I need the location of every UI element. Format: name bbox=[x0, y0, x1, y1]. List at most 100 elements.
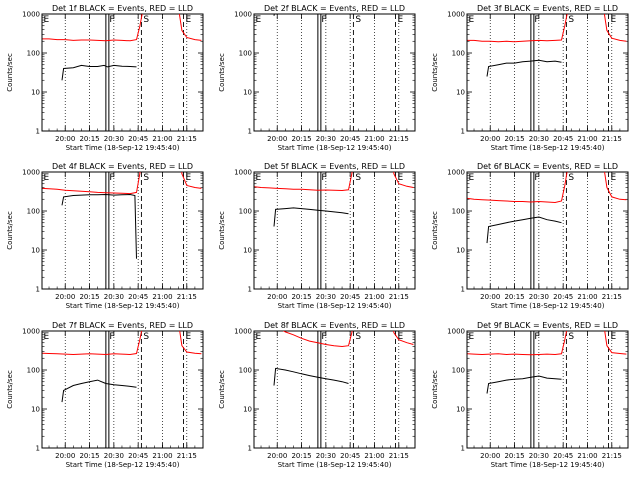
event-marker-label: S bbox=[143, 332, 149, 342]
x-tick-label: 21:00 bbox=[577, 293, 597, 301]
y-axis-label: Counts/sec bbox=[431, 211, 439, 250]
event-marker-label: E bbox=[611, 15, 617, 25]
y-tick-label: 10 bbox=[456, 89, 465, 97]
x-tick-label: 20:00 bbox=[267, 135, 287, 143]
event-marker-label: S bbox=[355, 15, 361, 25]
x-tick-label: 21:00 bbox=[152, 135, 172, 143]
plot-frame bbox=[253, 13, 416, 132]
event-marker-label: F bbox=[109, 332, 114, 342]
y-tick-label: 10 bbox=[456, 406, 465, 414]
y-tick-label: 100 bbox=[239, 208, 252, 216]
x-tick-label: 20:15 bbox=[79, 293, 99, 301]
x-tick-label: 20:45 bbox=[340, 452, 360, 460]
x-axis-label: Start Time (18-Sep-12 19:45:40) bbox=[491, 144, 605, 152]
y-tick-label: 10 bbox=[31, 406, 40, 414]
plot-frame bbox=[253, 330, 416, 449]
y-tick-label: 10 bbox=[31, 89, 40, 97]
series-line bbox=[42, 172, 202, 195]
series-line bbox=[467, 14, 627, 43]
y-axis-label: Counts/sec bbox=[6, 53, 14, 92]
y-axis-label: Counts/sec bbox=[218, 53, 226, 92]
event-marker-label: S bbox=[568, 332, 574, 342]
x-tick-label: 20:00 bbox=[55, 135, 75, 143]
event-marker-label: S bbox=[143, 173, 149, 183]
y-tick-label: 1000 bbox=[22, 11, 40, 19]
x-tick-label: 21:00 bbox=[152, 452, 172, 460]
series-line bbox=[467, 331, 627, 356]
event-marker-label: S bbox=[355, 173, 361, 183]
detector-panel: Det 1f BLACK = Events, RED = LLD 1 10 100 10… bbox=[6, 4, 204, 152]
detector-panel: Det 2f BLACK = Events, RED = LLD 1 10 100 10… bbox=[218, 4, 416, 152]
event-marker-label: E bbox=[44, 332, 50, 342]
event-marker-label: E bbox=[398, 15, 404, 25]
x-tick-label: 21:00 bbox=[364, 293, 384, 301]
detector-panel: Det 4f BLACK = Events, RED = LLD 1 10 100 10… bbox=[6, 162, 204, 310]
y-tick-label: 100 bbox=[239, 367, 252, 375]
y-tick-label: 1 bbox=[36, 128, 40, 136]
x-axis-label: Start Time (18-Sep-12 19:45:40) bbox=[278, 461, 392, 469]
y-tick-label: 100 bbox=[452, 208, 465, 216]
x-axis-label: Start Time (18-Sep-12 19:45:40) bbox=[491, 461, 605, 469]
y-tick-label: 100 bbox=[27, 367, 40, 375]
x-tick-label: 21:00 bbox=[364, 135, 384, 143]
x-tick-label: 21:00 bbox=[364, 452, 384, 460]
y-tick-label: 100 bbox=[27, 208, 40, 216]
x-tick-label: 21:15 bbox=[602, 293, 622, 301]
y-tick-label: 1000 bbox=[447, 11, 465, 19]
series-line bbox=[486, 59, 562, 77]
event-marker-label: E bbox=[44, 173, 50, 183]
series-group bbox=[273, 331, 414, 386]
y-tick-label: 1 bbox=[248, 286, 252, 294]
panel-title: Det 9f BLACK = Events, RED = LLD bbox=[477, 321, 618, 330]
panel-title: Det 1f BLACK = Events, RED = LLD bbox=[52, 4, 193, 13]
event-marker-label: E bbox=[611, 173, 617, 183]
x-tick-label: 20:15 bbox=[504, 293, 524, 301]
x-tick-label: 20:30 bbox=[104, 135, 124, 143]
y-axis-label: Counts/sec bbox=[6, 370, 14, 409]
event-marker-label: F bbox=[534, 15, 539, 25]
y-tick-label: 1 bbox=[36, 286, 40, 294]
x-tick-label: 21:15 bbox=[602, 452, 622, 460]
series-line bbox=[61, 64, 137, 81]
x-tick-label: 20:00 bbox=[480, 293, 500, 301]
x-axis-label: Start Time (18-Sep-12 19:45:40) bbox=[278, 144, 392, 152]
y-tick-label: 1000 bbox=[22, 328, 40, 336]
event-marker-label: E bbox=[398, 173, 404, 183]
x-tick-label: 20:00 bbox=[480, 135, 500, 143]
series-line bbox=[61, 379, 137, 403]
event-marker-label: E bbox=[44, 15, 50, 25]
event-marker-label: E bbox=[256, 173, 262, 183]
x-tick-label: 20:00 bbox=[55, 293, 75, 301]
y-axis-label: Counts/sec bbox=[218, 211, 226, 250]
x-tick-label: 20:00 bbox=[480, 452, 500, 460]
panel-title: Det 4f BLACK = Events, RED = LLD bbox=[52, 162, 193, 171]
series-line bbox=[61, 193, 137, 259]
event-marker-label: E bbox=[256, 15, 262, 25]
y-tick-label: 1000 bbox=[234, 328, 252, 336]
y-tick-label: 1000 bbox=[22, 169, 40, 177]
plot-frame bbox=[253, 171, 416, 290]
event-marker-label: E bbox=[398, 332, 404, 342]
x-tick-label: 20:30 bbox=[104, 452, 124, 460]
x-tick-label: 20:15 bbox=[79, 452, 99, 460]
y-tick-label: 100 bbox=[452, 50, 465, 58]
y-tick-label: 1000 bbox=[234, 169, 252, 177]
x-tick-label: 20:15 bbox=[504, 135, 524, 143]
event-marker-label: E bbox=[186, 15, 192, 25]
event-marker-label: F bbox=[109, 15, 114, 25]
panel-title: Det 6f BLACK = Events, RED = LLD bbox=[477, 162, 618, 171]
x-tick-label: 20:45 bbox=[553, 293, 573, 301]
series-line bbox=[273, 367, 349, 386]
x-tick-label: 20:30 bbox=[529, 135, 549, 143]
panel-title: Det 7f BLACK = Events, RED = LLD bbox=[52, 321, 193, 330]
x-tick-label: 20:45 bbox=[128, 135, 148, 143]
y-tick-label: 1 bbox=[461, 128, 465, 136]
x-tick-label: 21:15 bbox=[389, 293, 409, 301]
x-tick-label: 20:30 bbox=[316, 452, 336, 460]
event-marker-label: S bbox=[568, 173, 574, 183]
detector-panel: Det 9f BLACK = Events, RED = LLD 1 10 100 10… bbox=[431, 321, 629, 469]
series-line bbox=[42, 14, 202, 42]
x-tick-label: 20:00 bbox=[55, 452, 75, 460]
y-axis-label: Counts/sec bbox=[218, 370, 226, 409]
y-tick-label: 10 bbox=[31, 247, 40, 255]
